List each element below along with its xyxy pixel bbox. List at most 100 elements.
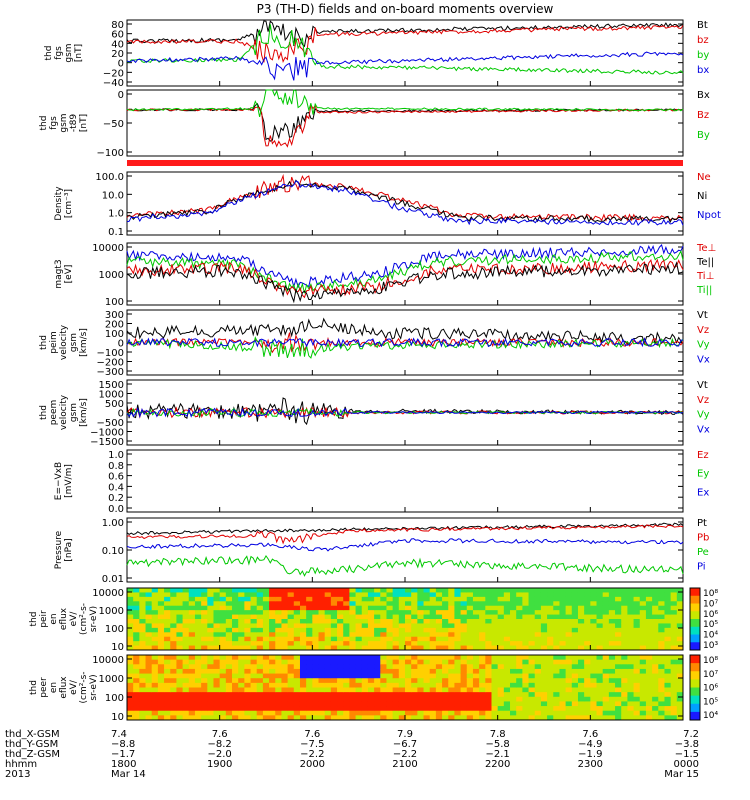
spectrogram-cell bbox=[491, 682, 499, 688]
spectrogram-cell bbox=[627, 636, 635, 642]
spectrogram-cell bbox=[584, 668, 591, 675]
spectrogram-cell bbox=[250, 619, 258, 624]
series-Ti-par bbox=[126, 249, 684, 294]
spectrogram-cell bbox=[355, 592, 363, 598]
spectrogram-cell bbox=[250, 696, 258, 702]
spectrogram-cell bbox=[639, 619, 647, 624]
spectrogram-cell bbox=[343, 692, 350, 698]
spectrogram-cell bbox=[435, 614, 443, 620]
spectrogram-cell bbox=[639, 605, 647, 611]
spectrogram-cell bbox=[491, 614, 499, 620]
spectrogram-cell bbox=[287, 592, 295, 598]
spectrogram-cell bbox=[590, 596, 598, 602]
y-tick-label: 500 bbox=[105, 399, 124, 410]
spectrogram-cell bbox=[170, 706, 177, 712]
spectrogram-cell bbox=[182, 605, 190, 611]
spectrogram-cell bbox=[232, 610, 239, 616]
spectrogram-cell bbox=[442, 710, 449, 716]
spectrogram-cell bbox=[608, 623, 616, 629]
spectrogram-cell bbox=[602, 632, 610, 638]
spectrogram-cell bbox=[299, 673, 307, 679]
spectrogram-cell bbox=[164, 596, 171, 602]
spectrogram-cell bbox=[281, 673, 289, 679]
y-axis-label: en bbox=[49, 682, 59, 693]
spectrogram-cell bbox=[559, 664, 567, 670]
spectrogram-cell bbox=[367, 696, 375, 702]
spectrogram-cell bbox=[133, 610, 140, 616]
legend-entry: bx bbox=[697, 65, 709, 76]
spectrogram-cell bbox=[207, 641, 214, 647]
spectrogram-cell bbox=[293, 619, 301, 624]
spectrogram-cell bbox=[627, 619, 635, 624]
spectrogram-cell bbox=[262, 673, 270, 679]
spectrogram-cell bbox=[417, 692, 425, 698]
spectrogram-cell bbox=[127, 592, 134, 598]
spectrogram-cell bbox=[219, 678, 227, 684]
spectrogram-cell bbox=[608, 645, 616, 651]
spectrogram-cell bbox=[250, 601, 258, 607]
spectrogram-cell bbox=[213, 701, 221, 707]
spectrogram-cell bbox=[299, 682, 307, 688]
spectrogram-cell bbox=[182, 627, 190, 633]
spectrogram-cell bbox=[639, 592, 647, 598]
x-axis-tick-label: 2100 bbox=[392, 759, 417, 770]
y-axis-label: (cm²-s- bbox=[79, 671, 89, 703]
spectrogram-cell bbox=[182, 592, 190, 598]
spectrogram-cell bbox=[423, 673, 431, 679]
spectrogram-cell bbox=[244, 592, 252, 598]
spectrogram-cell bbox=[398, 678, 406, 684]
spectrogram-cell bbox=[670, 619, 678, 624]
spectrogram-cell bbox=[337, 614, 344, 620]
spectrogram-cell bbox=[534, 645, 542, 651]
spectrogram-cell bbox=[281, 664, 289, 670]
spectrogram-cell bbox=[615, 645, 622, 651]
spectrogram-cell bbox=[281, 701, 289, 707]
spectrogram-cell bbox=[306, 605, 313, 611]
spectrogram-cell bbox=[306, 678, 313, 684]
spectrogram-cell bbox=[330, 687, 338, 693]
spectrogram-cell bbox=[194, 588, 202, 593]
spectrogram-cell bbox=[386, 601, 394, 607]
spectrogram-cell bbox=[670, 614, 678, 620]
spectrogram-cell bbox=[139, 605, 147, 611]
spectrogram-cell bbox=[324, 715, 332, 721]
spectrogram-cell bbox=[312, 614, 320, 620]
spectrogram-cell bbox=[269, 706, 276, 712]
spectrogram-cell bbox=[139, 636, 147, 642]
spectrogram-cell bbox=[380, 696, 387, 702]
spectrogram-cell bbox=[584, 701, 591, 707]
spectrogram-cell bbox=[157, 619, 165, 624]
spectrogram-cell bbox=[262, 596, 270, 602]
spectrogram-cell bbox=[275, 605, 282, 611]
spectrogram-cell bbox=[615, 623, 622, 629]
spectrogram-cell bbox=[386, 596, 394, 602]
spectrogram-cell bbox=[621, 701, 628, 707]
spectrogram-cell bbox=[287, 588, 295, 593]
spectrogram-cell bbox=[164, 682, 171, 688]
spectrogram-cell bbox=[479, 610, 486, 616]
spectrogram-cell bbox=[571, 592, 579, 598]
spectrogram-cell bbox=[479, 692, 486, 698]
spectrogram-cell bbox=[584, 645, 591, 651]
spectrogram-cell bbox=[349, 678, 357, 684]
spectrogram-cell bbox=[312, 687, 320, 693]
spectrogram-cell bbox=[164, 619, 171, 624]
spectrogram-cell bbox=[670, 664, 678, 670]
spectrogram-cell bbox=[232, 596, 239, 602]
y-axis-label: sr-eV) bbox=[89, 606, 99, 632]
spectrogram-cell bbox=[528, 692, 536, 698]
y-tick-label: −100 bbox=[97, 348, 124, 359]
spectrogram-cell bbox=[324, 706, 332, 712]
panel-frame bbox=[126, 171, 684, 236]
spectrogram-cell bbox=[318, 659, 326, 665]
spectrogram-cell bbox=[244, 706, 252, 712]
spectrogram-cell bbox=[151, 596, 159, 602]
spectrogram-cell bbox=[423, 692, 431, 698]
x-axis-tick-label: 2300 bbox=[578, 759, 603, 770]
spectrogram-cell bbox=[448, 623, 455, 629]
spectrogram-cell bbox=[608, 687, 616, 693]
spectrogram-cell bbox=[460, 715, 468, 721]
spectrogram-cell bbox=[293, 678, 301, 684]
spectrogram-cell bbox=[275, 687, 282, 693]
spectrogram-cell bbox=[361, 659, 369, 665]
